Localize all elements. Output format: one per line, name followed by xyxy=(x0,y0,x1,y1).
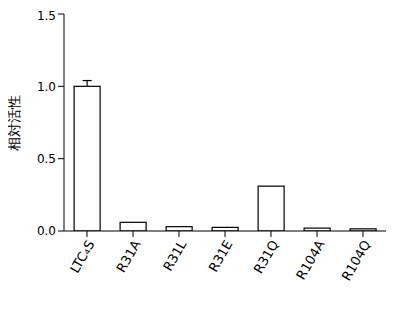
svg-text:1.5: 1.5 xyxy=(37,9,56,23)
svg-text:0.0: 0.0 xyxy=(37,224,56,238)
svg-text:R104Q: R104Q xyxy=(339,238,374,284)
svg-text:R31L: R31L xyxy=(160,237,190,274)
svg-text:1.0: 1.0 xyxy=(37,80,56,94)
svg-text:相対活性: 相対活性 xyxy=(8,95,22,151)
svg-text:0.5: 0.5 xyxy=(37,152,56,166)
svg-text:R31Q: R31Q xyxy=(251,238,282,277)
svg-text:R31A: R31A xyxy=(113,238,143,275)
svg-text:R31E: R31E xyxy=(206,238,236,275)
svg-text:LTC₄S: LTC₄S xyxy=(67,238,98,276)
svg-text:R104A: R104A xyxy=(293,238,327,283)
